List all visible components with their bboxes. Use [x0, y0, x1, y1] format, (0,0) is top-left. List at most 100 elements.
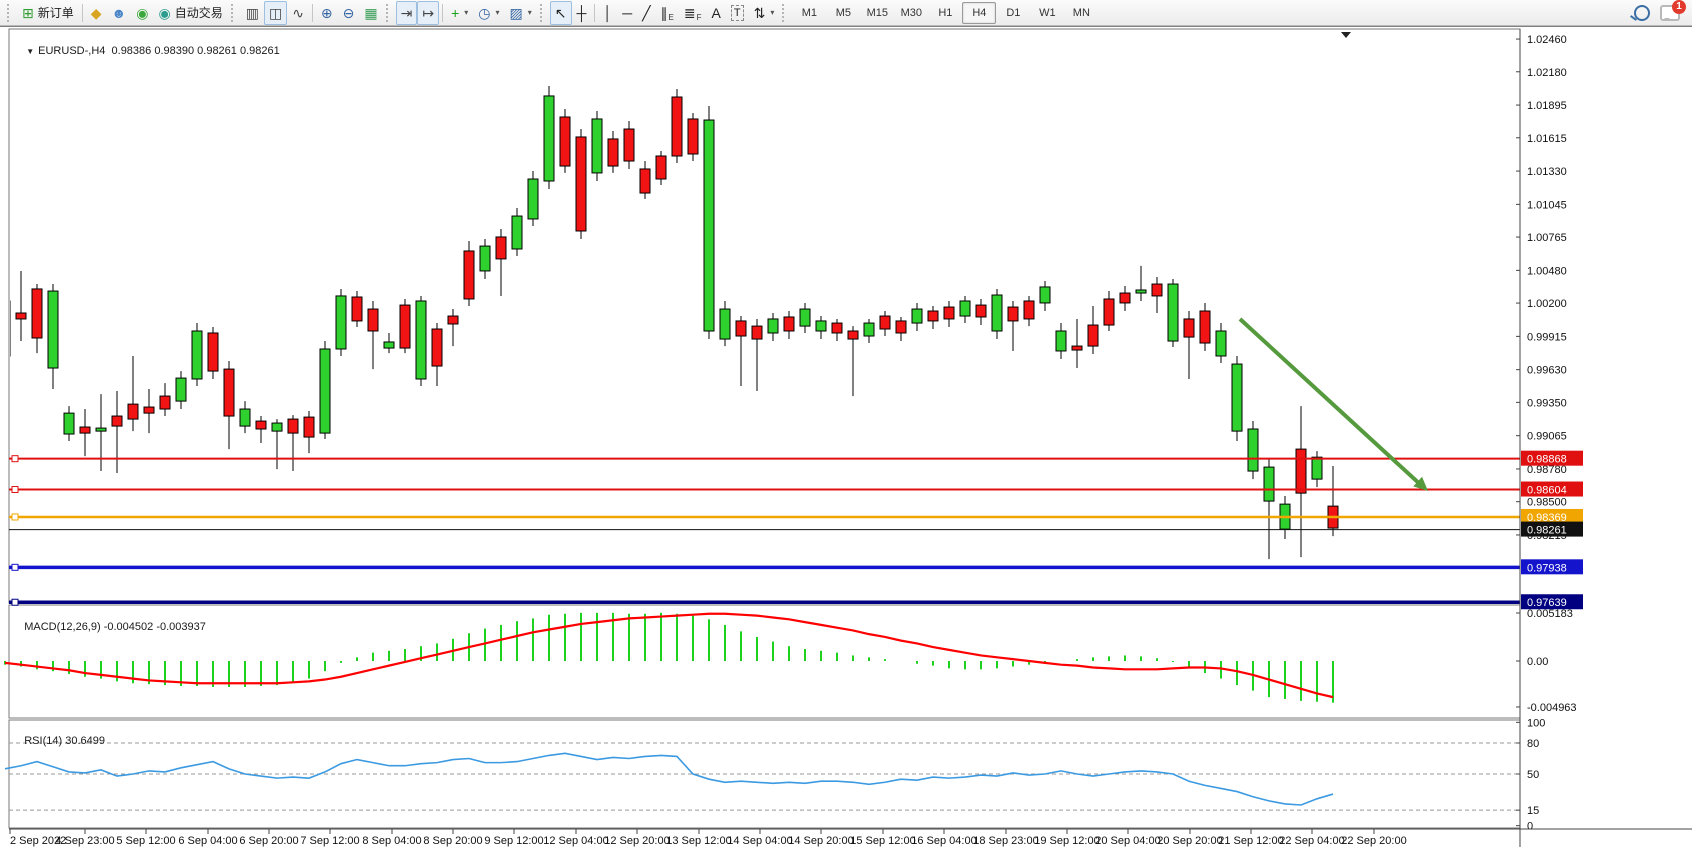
trend-arrow-object[interactable]: [1238, 317, 1424, 488]
auto-trading-icon: ◉: [158, 4, 171, 21]
auto-trading-button[interactable]: ◉ 自动交易: [153, 1, 227, 25]
time-axis-label: 8 Sep 04:00: [362, 835, 421, 847]
tile-windows-icon: ▦: [364, 4, 378, 21]
crosshair-button[interactable]: ┼: [572, 1, 592, 25]
candle: [1151, 283, 1163, 297]
search-icon[interactable]: [1634, 4, 1650, 21]
line-anchor-handle[interactable]: [11, 598, 19, 606]
candlestick-chart-button[interactable]: ◫: [263, 0, 288, 25]
candle: [1087, 324, 1099, 347]
notifications-icon[interactable]: 1: [1660, 0, 1686, 21]
candle: [1247, 428, 1259, 472]
candle: [415, 300, 427, 380]
candle: [431, 328, 443, 367]
zoom-in-button[interactable]: ⊕: [316, 1, 338, 25]
macd-current-values: -0.004502 -0.003937: [103, 621, 206, 633]
candle: [63, 412, 75, 435]
equidistant-channel-button[interactable]: ∥ E: [656, 1, 679, 25]
timeframe-m5-button[interactable]: M5: [835, 6, 851, 19]
price-axis-tick-label: 1.01895: [1527, 100, 1567, 112]
price-axis-tick-label: 0.99915: [1527, 331, 1567, 343]
main-price-pane[interactable]: [8, 28, 1521, 604]
candle: [1135, 289, 1147, 294]
candle: [671, 96, 683, 157]
mql-market-icon: ◆: [90, 4, 102, 21]
candle: [319, 348, 331, 434]
signals-button[interactable]: ◉: [131, 1, 153, 25]
candle: [959, 300, 971, 317]
dropdown-arrow-icon[interactable]: ▾: [770, 8, 775, 17]
macd-axis-label: -0.004963: [1527, 702, 1577, 714]
chart-canvas[interactable]: 1.02460 1.02180 1.01895 1.01615 1.01330 1.010…: [0, 27, 1692, 854]
chart-window[interactable]: 1.02460 1.02180 1.01895 1.01615 1.01330 1.010…: [0, 26, 1692, 854]
timeframe-m15-button[interactable]: M15: [866, 6, 889, 19]
dropdown-arrow-icon[interactable]: ▾: [464, 8, 469, 17]
candle: [911, 308, 923, 324]
timeframe-h4-button[interactable]: H4: [962, 1, 997, 24]
dropdown-arrow-icon[interactable]: ▾: [495, 8, 500, 17]
price-axis-tick-label: 1.00765: [1527, 232, 1567, 244]
profile-icon: ☻: [111, 4, 127, 21]
cursor-button[interactable]: ↖: [549, 0, 572, 25]
candle: [1311, 456, 1323, 480]
candle: [143, 406, 155, 414]
line-anchor-handle[interactable]: [11, 513, 19, 521]
macd-pane[interactable]: [8, 604, 1521, 719]
text-label-button[interactable]: T: [726, 1, 749, 25]
candle: [1007, 306, 1019, 322]
rsi-pane[interactable]: [8, 719, 1521, 829]
candle: [15, 312, 27, 320]
rsi-axis-label: 50: [1527, 769, 1539, 781]
tool-sub-letter: E: [668, 12, 674, 22]
timeframe-mn-button[interactable]: MN: [1072, 6, 1090, 19]
price-axis-tick-label: 0.98500: [1527, 497, 1567, 509]
candlestick-chart-icon: ◫: [268, 4, 283, 21]
price-badge-label: 0.98369: [1527, 512, 1567, 524]
mql-market-button[interactable]: ◆: [86, 1, 107, 25]
indicators-button[interactable]: + ▾: [446, 1, 473, 25]
toolbar-separator: [81, 3, 83, 22]
chart-shift-button[interactable]: ↦: [417, 0, 440, 25]
candle: [655, 155, 667, 180]
fibonacci-button[interactable]: ≣ F: [679, 1, 707, 25]
candle: [1231, 363, 1243, 432]
timeframe-m30-button[interactable]: M30: [900, 6, 923, 19]
timeframe-h1-button[interactable]: H1: [938, 6, 953, 19]
vertical-line-button[interactable]: │: [598, 1, 617, 25]
timeframe-w1-button[interactable]: W1: [1039, 6, 1056, 19]
line-anchor-handle[interactable]: [11, 563, 19, 571]
time-axis-label: 18 Sep 23:00: [973, 835, 1038, 847]
periods-button[interactable]: ◷ ▾: [473, 1, 504, 25]
auto-scroll-button[interactable]: ⇥: [395, 0, 418, 25]
toolbar-separator: [594, 3, 596, 22]
text-button[interactable]: A: [707, 1, 726, 25]
time-axis-label: 2 Sep 2022: [10, 835, 66, 847]
arrows-tool-button[interactable]: ⇅ ▾: [749, 1, 780, 25]
toolbar-grip: [230, 3, 238, 22]
templates-button[interactable]: ▨ ▾: [505, 1, 537, 25]
new-order-button[interactable]: ⊞ 新订单: [17, 1, 79, 25]
horizontal-line-button[interactable]: ─: [617, 1, 637, 25]
tile-windows-button[interactable]: ▦: [359, 1, 382, 25]
timeframe-d1-button[interactable]: D1: [1006, 6, 1021, 19]
toolbar-grip: [782, 3, 789, 22]
candle: [255, 420, 267, 430]
profile-button[interactable]: ☻: [107, 1, 132, 25]
line-anchor-handle[interactable]: [11, 486, 19, 494]
candle: [591, 118, 603, 174]
zoom-out-button[interactable]: ⊖: [338, 1, 360, 25]
line-chart-button[interactable]: ∿: [287, 1, 309, 25]
chevron-down-icon: ▼: [26, 47, 35, 56]
new-order-button-label: 新订单: [37, 6, 74, 20]
candle: [463, 250, 475, 300]
toolbar-separator: [311, 3, 313, 22]
candle: [847, 330, 859, 340]
price-badge: [1521, 450, 1583, 466]
line-anchor-handle[interactable]: [11, 455, 19, 463]
price-badge: [1521, 521, 1583, 537]
auto-trading-button-label: 自动交易: [174, 6, 223, 20]
trendline-button[interactable]: ╱: [637, 1, 655, 25]
bar-chart-button[interactable]: ▥: [241, 1, 264, 25]
dropdown-arrow-icon[interactable]: ▾: [527, 8, 532, 17]
timeframe-m1-button[interactable]: M1: [801, 6, 817, 19]
